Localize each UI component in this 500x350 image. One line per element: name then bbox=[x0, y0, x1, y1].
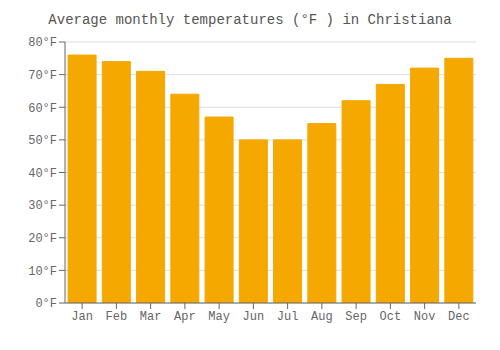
svg-text:70°F: 70°F bbox=[28, 69, 57, 83]
svg-text:40°F: 40°F bbox=[28, 167, 57, 181]
svg-text:Sep: Sep bbox=[345, 310, 367, 324]
svg-text:Nov: Nov bbox=[414, 310, 436, 324]
svg-text:10°F: 10°F bbox=[28, 265, 57, 279]
svg-text:May: May bbox=[208, 310, 230, 324]
svg-text:50°F: 50°F bbox=[28, 134, 57, 148]
svg-text:Jul: Jul bbox=[277, 310, 299, 324]
html-text:Average monthly temperatures (: Average monthly temperatures (°F ) in Ch… bbox=[48, 12, 452, 28]
svg-text:Mar: Mar bbox=[140, 310, 162, 324]
svg-text:Apr: Apr bbox=[174, 310, 196, 324]
svg-text:60°F: 60°F bbox=[28, 102, 57, 116]
svg-text:80°F: 80°F bbox=[28, 36, 57, 50]
svg-text:Oct: Oct bbox=[380, 310, 402, 324]
svg-text:20°F: 20°F bbox=[28, 232, 57, 246]
svg-text:0°F: 0°F bbox=[35, 297, 57, 311]
svg-text:Aug: Aug bbox=[311, 310, 333, 324]
svg-text:Jun: Jun bbox=[243, 310, 265, 324]
svg-text:Dec: Dec bbox=[448, 310, 470, 324]
svg-text:30°F: 30°F bbox=[28, 199, 57, 213]
svg-text:Feb: Feb bbox=[106, 310, 128, 324]
svg-text:Jan: Jan bbox=[71, 310, 93, 324]
